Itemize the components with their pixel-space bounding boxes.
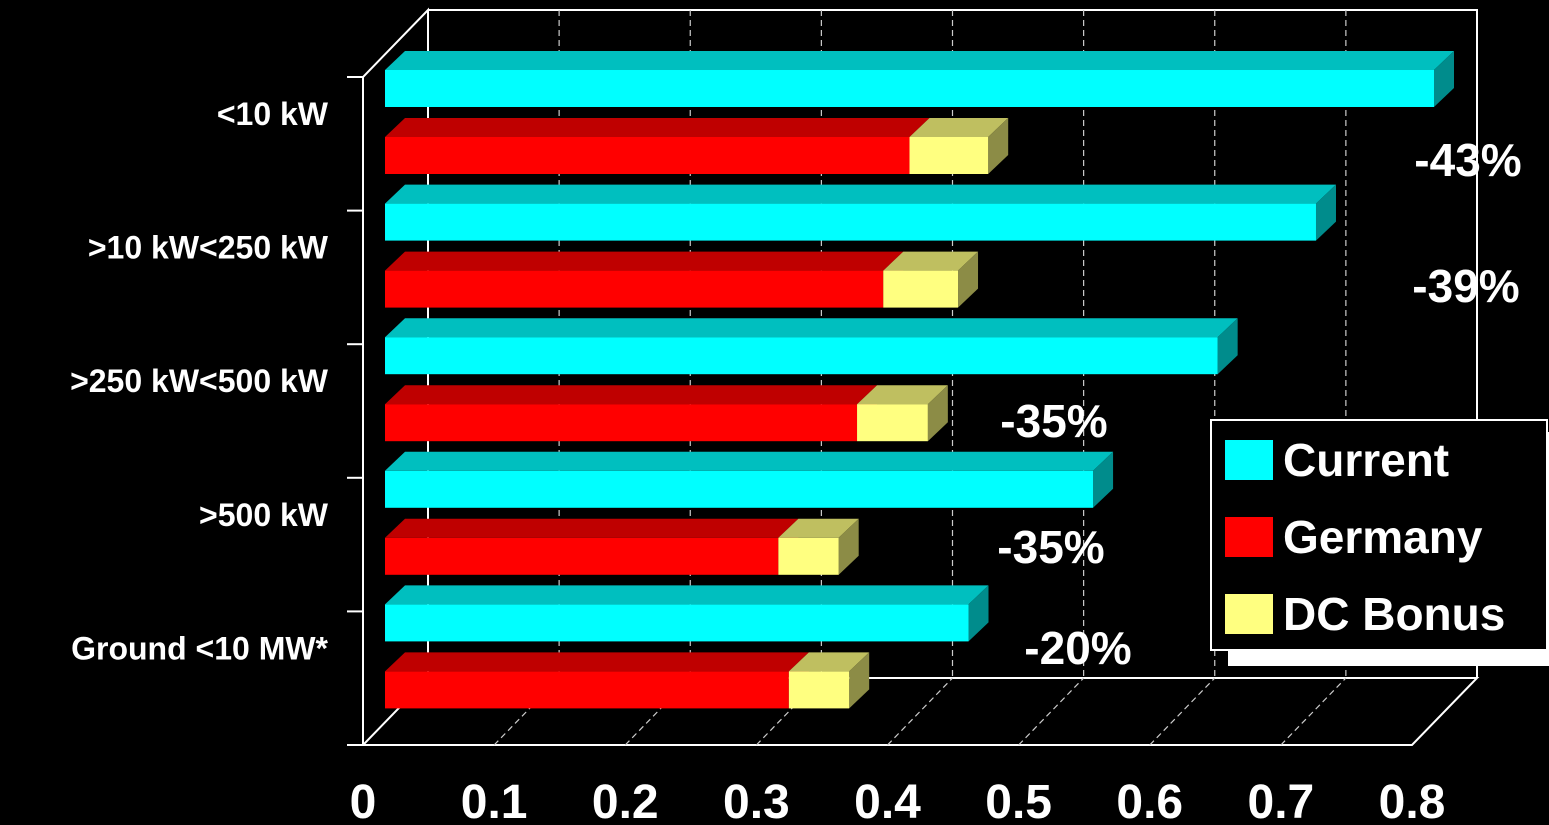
annotations: -43% -39% -35% -35% -20% — [997, 134, 1521, 674]
bar-dc-bonus-side — [927, 385, 948, 442]
x-tick-label: 0.1 — [461, 776, 528, 825]
change-annotation: -43% — [1414, 134, 1521, 186]
bar-current-face — [385, 337, 1218, 375]
bar-dc-bonus-top — [788, 652, 870, 672]
bar-dc-bonus-face — [857, 404, 928, 442]
bar-dc-bonus — [788, 652, 870, 709]
bar-germany-top — [385, 518, 799, 538]
category-label: >250 kW<500 kW — [70, 363, 329, 399]
bar-germany-face — [385, 137, 910, 174]
bar-current-face — [385, 203, 1316, 241]
bar-dc-bonus-face — [909, 137, 989, 174]
bar-dc-bonus-face — [883, 270, 959, 308]
bar-germany — [385, 251, 904, 308]
bar-germany — [385, 518, 799, 575]
bar-germany-face — [385, 270, 884, 308]
gridline-floor — [887, 677, 953, 746]
bar-dc-bonus-side — [849, 652, 870, 709]
bar-germany-top — [385, 385, 878, 405]
category-label: >10 kW<250 kW — [88, 230, 329, 266]
x-tick-label: 0.3 — [723, 776, 790, 825]
bar-current-top — [385, 451, 1114, 471]
legend-swatch — [1225, 594, 1273, 634]
bar-current — [385, 184, 1336, 241]
bar-dc-bonus — [909, 118, 1009, 174]
bar-current-side — [1217, 318, 1238, 375]
x-tick-labels: 0 0.1 0.2 0.3 0.4 0.5 0.6 0.7 0.8 — [350, 776, 1446, 825]
bar-dc-bonus-side — [958, 251, 979, 308]
legend-label: Current — [1283, 434, 1449, 486]
bar-dc-bonus-face — [788, 671, 850, 709]
change-annotation: -35% — [1000, 395, 1107, 447]
bar-germany — [385, 385, 878, 442]
bar-germany-face — [385, 671, 789, 709]
bar-germany-top — [385, 652, 809, 672]
bar-germany-top — [385, 118, 930, 137]
bar-current-face — [385, 70, 1434, 107]
x-tick-label: 0.4 — [854, 776, 921, 825]
x-tick-label: 0.8 — [1379, 776, 1446, 825]
bar-dc-bonus — [778, 518, 859, 575]
bar-current — [385, 51, 1454, 107]
bar-current-top — [385, 318, 1238, 338]
category-label: Ground <10 MW* — [71, 630, 328, 666]
bar-dc-bonus — [857, 385, 948, 442]
bar-dc-bonus-side — [988, 118, 1009, 174]
bar-germany — [385, 118, 930, 174]
change-annotation: -39% — [1412, 260, 1519, 312]
change-annotation: -35% — [997, 521, 1104, 573]
legend-swatch — [1225, 440, 1273, 480]
legend-label: DC Bonus — [1283, 588, 1505, 640]
legend-label: Germany — [1283, 511, 1483, 563]
bar-germany-face — [385, 404, 858, 442]
x-tick-label: 0.7 — [1248, 776, 1315, 825]
bar-current — [385, 585, 989, 642]
bar-dc-bonus-side — [838, 518, 859, 575]
bar-current — [385, 451, 1114, 508]
legend: Current Germany DC Bonus — [1210, 419, 1549, 666]
bar-current-side — [1315, 184, 1336, 241]
bar-current-side — [968, 585, 989, 642]
x-tick-label: 0.5 — [985, 776, 1052, 825]
bar-current-top — [385, 184, 1336, 204]
category-labels: <10 kW >10 kW<250 kW >250 kW<500 kW >500 kW… — [70, 96, 329, 666]
x-tick-label: 0 — [350, 776, 377, 825]
gridline-floor — [755, 677, 822, 746]
bar-germany-face — [385, 537, 779, 575]
bar-current-side — [1093, 451, 1114, 508]
category-label: <10 kW — [217, 96, 329, 132]
gridline-floor — [1018, 677, 1085, 746]
bar-dc-bonus-top — [883, 251, 979, 271]
bar-current-top — [385, 51, 1454, 70]
x-tick-label: 0.6 — [1116, 776, 1183, 825]
bar-current-face — [385, 604, 969, 642]
bar-germany — [385, 652, 809, 709]
bar-dc-bonus — [883, 251, 979, 308]
gridline-floor — [1280, 677, 1347, 746]
category-label: >500 kW — [199, 497, 329, 533]
bar-current — [385, 318, 1238, 375]
bar-dc-bonus-top — [857, 385, 948, 405]
gridline-floor — [493, 677, 560, 746]
bar-germany-top — [385, 251, 904, 271]
gridline-floor — [1149, 677, 1216, 746]
bars — [385, 51, 1454, 709]
legend-swatch — [1225, 517, 1273, 557]
bar-dc-bonus-top — [778, 518, 859, 538]
bar-dc-bonus-top — [909, 118, 1009, 137]
bar-dc-bonus-face — [778, 537, 839, 575]
bar-current-top — [385, 585, 989, 605]
bar-current-side — [1434, 51, 1454, 107]
change-annotation: -20% — [1024, 622, 1131, 674]
x-tick-label: 0.2 — [592, 776, 659, 825]
gridline-floor — [624, 677, 691, 746]
bar-current-face — [385, 470, 1094, 508]
